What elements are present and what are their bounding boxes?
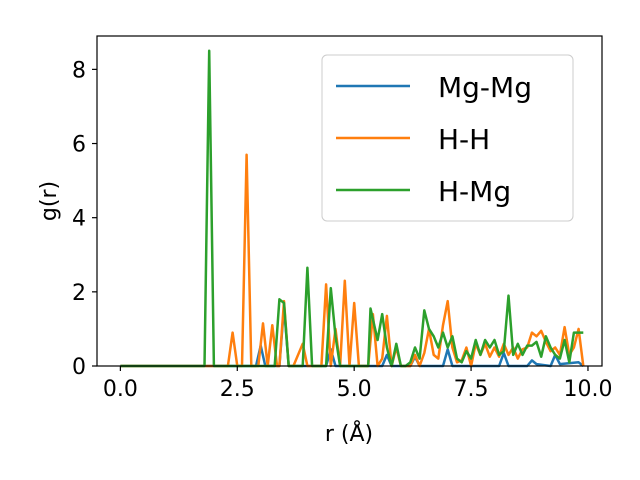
plot-frame [96,35,603,367]
y-tick-label: 2 [72,281,86,306]
x-tick-label: 7.5 [454,377,489,402]
legend-label-mg-mg: Mg-Mg [438,71,532,104]
y-tick-label: 4 [72,207,86,232]
y-tick-label: 0 [72,355,86,380]
y-tick-label: 6 [72,133,86,158]
x-tick-label: 5.0 [337,377,372,402]
x-tick-label: 2.5 [220,377,255,402]
x-axis-label: r (Å) [325,420,373,447]
legend-label-h-mg: H-Mg [438,175,511,208]
legend: Mg-Mg H-H H-Mg [321,54,574,222]
y-tick-label: 8 [72,58,86,83]
legend-frame [321,54,574,222]
x-ticks: 0.0 2.5 5.0 7.5 10.0 [103,366,612,402]
y-ticks: 0 2 4 6 8 [72,58,97,380]
y-axis-label: g(r) [37,181,62,221]
legend-label-h-h: H-H [438,123,490,156]
x-tick-label: 10.0 [563,377,612,402]
x-tick-label: 0.0 [103,377,138,402]
